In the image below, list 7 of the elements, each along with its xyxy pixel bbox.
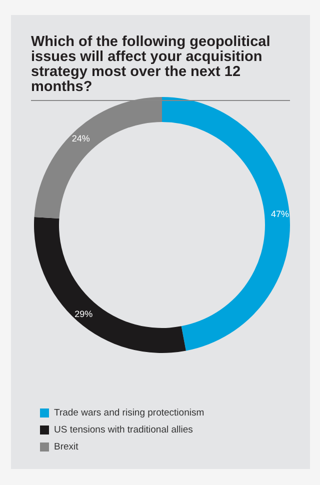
data-label: 29%	[74, 308, 93, 319]
data-label: 47%	[270, 208, 289, 219]
legend-label: Trade wars and rising protectionism	[54, 408, 204, 418]
data-label: 24%	[72, 134, 90, 144]
legend-label: Brexit	[54, 442, 79, 452]
legend-label: US tensions with traditional allies	[54, 424, 194, 436]
chart-title: Which of the following geopolitical issues will affect your acquisition strategy most over the next 12 months?	[31, 34, 290, 101]
